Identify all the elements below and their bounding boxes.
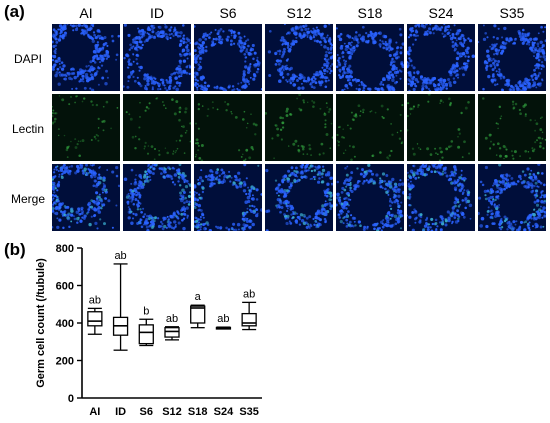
significance-label: b (143, 305, 149, 317)
box-iqr (241, 312, 257, 327)
column-header-s6: S6 (219, 5, 237, 21)
micrograph-lectin-s35 (478, 94, 546, 161)
micrograph-merge-s12 (265, 164, 333, 231)
y-tick-label: 600 (56, 281, 74, 293)
column-header-s12: S12 (286, 5, 312, 21)
micrograph-lectin-s6 (194, 94, 262, 161)
micrograph-dapi-s24 (407, 24, 475, 91)
micrograph-dapi-s6 (194, 24, 262, 91)
micrograph-merge-s24 (407, 164, 475, 231)
column-header-s18: S18 (357, 5, 383, 21)
row-header-lectin: Lectin (11, 122, 45, 136)
x-tick-label: S35 (239, 406, 259, 418)
significance-label: ab (166, 313, 178, 325)
column-header-s35: S35 (499, 5, 525, 21)
micrograph-dapi-s12 (265, 24, 333, 91)
column-header-id: ID (150, 5, 164, 21)
micrograph-merge-s6 (194, 164, 262, 231)
micrograph-lectin-s18 (336, 94, 404, 161)
significance-label: ab (243, 288, 255, 300)
micrograph-dapi-id (123, 24, 191, 91)
panel-label-a: (a) (4, 2, 25, 21)
x-tick-label: S12 (162, 406, 182, 418)
x-tick-label: ID (115, 406, 126, 418)
micrograph-merge-s18 (336, 164, 404, 231)
significance-label: ab (89, 294, 101, 306)
micrograph-lectin-s24 (407, 94, 475, 161)
column-header-s24: S24 (428, 5, 454, 21)
micrograph-lectin-ai (52, 94, 120, 161)
micrograph-dapi-s35 (478, 24, 546, 91)
y-axis-label: Germ cell count (/tubule) (35, 258, 47, 388)
significance-label: ab (114, 250, 126, 262)
x-tick-label: S18 (188, 406, 208, 418)
y-tick-label: 400 (56, 318, 74, 330)
panel-label-b: (b) (4, 240, 26, 259)
box-iqr (138, 324, 154, 345)
x-tick-label: AI (89, 406, 100, 418)
row-header-merge: Merge (10, 192, 45, 206)
significance-label: a (195, 291, 202, 303)
micrograph-merge-id (123, 164, 191, 231)
x-tick-label: S24 (214, 406, 234, 418)
column-header-ai: AI (79, 5, 93, 21)
y-tick-label: 800 (56, 243, 74, 255)
micrograph-lectin-id (123, 94, 191, 161)
micrograph-dapi-s18 (336, 24, 404, 91)
micrograph-lectin-s12 (265, 94, 333, 161)
row-header-dapi: DAPI (13, 52, 42, 66)
y-tick-label: 0 (68, 393, 74, 405)
x-tick-label: S6 (140, 406, 153, 418)
significance-label: ab (217, 313, 229, 325)
box-iqr (87, 311, 103, 327)
micrograph-dapi-ai (52, 24, 120, 91)
box-iqr (190, 305, 206, 324)
micrograph-merge-ai (52, 164, 120, 231)
y-tick-label: 200 (56, 356, 74, 368)
micrograph-merge-s35 (478, 164, 546, 231)
box-iqr (164, 327, 180, 338)
